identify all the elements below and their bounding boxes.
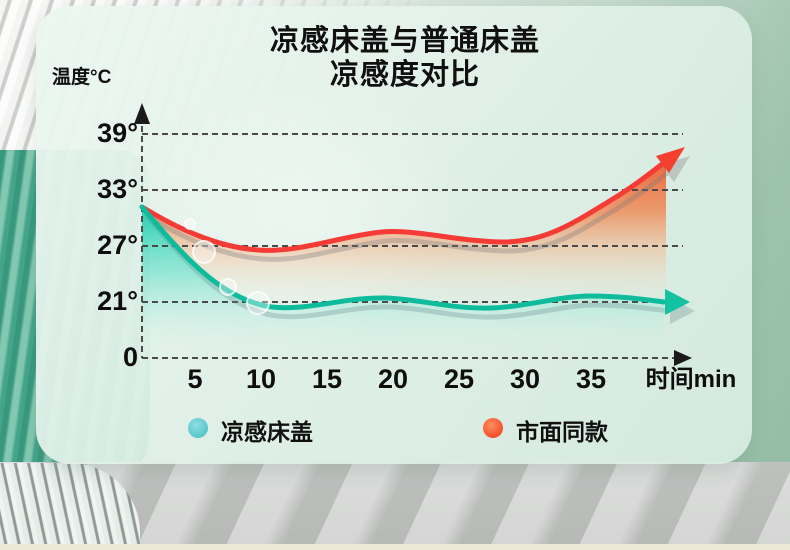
legend: 凉感床盖 市面同款 [0, 411, 790, 447]
cooling-series-line [139, 204, 667, 311]
y-tick-21: 21° [97, 286, 138, 316]
x-tick-5: 5 [187, 364, 203, 394]
y-axis-label: 温度°C [52, 67, 112, 88]
cooling-legend-dot-icon [188, 418, 208, 438]
y-tick-0: 0 [122, 342, 138, 372]
y-tick-39: 39° [97, 118, 138, 148]
poster-title-line2: 凉感度对比 [329, 59, 480, 91]
x-tick-15: 15 [311, 364, 343, 394]
cooling-legend-label: 凉感床盖 [221, 419, 313, 445]
cooling-series-area [142, 207, 664, 354]
y-tick-33: 33° [97, 174, 138, 204]
cooling-arrow-icon [665, 289, 690, 315]
water-droplets [184, 218, 270, 315]
market-series-line [139, 158, 669, 253]
y-axis-arrow-icon [134, 103, 150, 124]
x-tick-10: 10 [245, 364, 277, 394]
x-tick-20: 20 [377, 364, 409, 394]
market-series-area [142, 161, 666, 309]
x-tick-25: 25 [443, 364, 475, 394]
grid-lines [141, 106, 683, 359]
x-tick-35: 35 [575, 364, 607, 394]
x-axis-unit-label: 时间min [645, 366, 737, 393]
x-tick-30: 30 [509, 364, 541, 394]
y-tick-27: 27° [97, 230, 138, 260]
market-legend-dot-icon [483, 418, 503, 438]
poster-title-line1: 凉感床盖与普通床盖 [269, 25, 540, 57]
market-legend-label: 市面同款 [516, 419, 608, 445]
beige-bottom-strip [0, 544, 790, 550]
x-axis-arrow-icon [674, 350, 692, 366]
market-arrow-icon [656, 147, 685, 173]
